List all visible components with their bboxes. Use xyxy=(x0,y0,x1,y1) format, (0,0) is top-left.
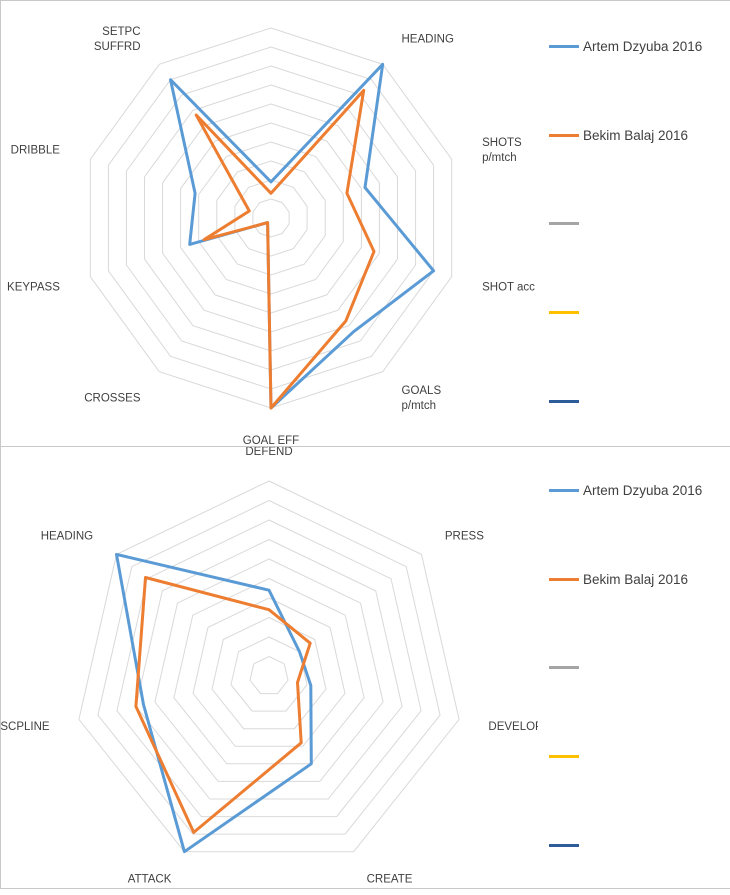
data-point-bekim-balaj-2016-keypass xyxy=(203,239,205,241)
axis-label-dribble: DRIBBLE xyxy=(11,144,61,156)
axis-label-crosses: CROSSES xyxy=(84,393,141,405)
data-point-artem-dzyuba-2016-heading xyxy=(116,553,117,555)
data-point-artem-dzyuba-2016-keypass xyxy=(189,243,191,245)
legend-swatch xyxy=(549,310,579,314)
data-point-artem-dzyuba-2016-heading xyxy=(382,63,384,65)
data-point-bekim-balaj-2016-goals-p-mtch xyxy=(345,320,347,322)
grid-ring-1 xyxy=(252,198,290,238)
data-point-bekim-balaj-2016-dscpline xyxy=(135,705,137,707)
data-point-bekim-balaj-2016-heading xyxy=(363,89,365,91)
data-point-bekim-balaj-2016-create xyxy=(300,742,302,744)
grid-ring-4 xyxy=(192,597,346,747)
axis-label-goal-eff: GOAL EFF xyxy=(243,435,299,447)
grid-ring-1 xyxy=(249,655,289,695)
data-point-bekim-balaj-2016-develop xyxy=(297,682,298,683)
legend-bottom: Artem Dzyuba 2016 Bekim Balaj 2016 xyxy=(538,446,730,889)
legend-item-3 xyxy=(549,657,579,677)
legend-label: Artem Dzyuba 2016 xyxy=(583,482,703,498)
data-point-bekim-balaj-2016-heading xyxy=(145,577,146,578)
data-point-bekim-balaj-2016-def-acty xyxy=(270,192,272,194)
legend-swatch xyxy=(549,44,579,48)
data-point-bekim-balaj-2016-crosses xyxy=(267,222,269,224)
data-point-artem-dzyuba-2016-dribble xyxy=(194,192,196,194)
legend-item-4 xyxy=(549,302,579,322)
axis-label-setpc-suffrd: SETPC SUFFRD xyxy=(94,26,141,53)
grid-ring-9 xyxy=(97,499,441,835)
grid-ring-8 xyxy=(116,519,422,818)
legend-swatch xyxy=(549,843,579,847)
axis-label-keypass: KEYPASS xyxy=(7,282,60,294)
grid-ring-6 xyxy=(162,103,380,333)
data-point-artem-dzyuba-2016-shots-p-mtch xyxy=(364,187,366,188)
data-point-artem-dzyuba-2016-defend xyxy=(268,589,270,591)
axis-label-def-acty: DEF ACTY xyxy=(243,1,300,3)
data-point-bekim-balaj-2016-attack xyxy=(193,831,195,833)
data-point-artem-dzyuba-2016-develop xyxy=(310,685,312,686)
data-point-bekim-balaj-2016-goal-eff xyxy=(270,407,272,409)
axis-label-dscpline: DSCPLINE xyxy=(1,721,50,733)
grid-ring-3 xyxy=(216,160,326,276)
axis-label-goals-p-mtch: GOALS p/mtch xyxy=(402,385,442,412)
grid-ring-10 xyxy=(78,480,460,853)
data-point-artem-dzyuba-2016-goals-p-mtch xyxy=(353,331,355,333)
legend-item-5 xyxy=(549,835,579,855)
grid-ring-5 xyxy=(180,122,362,314)
grid-ring-6 xyxy=(154,558,384,782)
data-point-bekim-balaj-2016-dribble xyxy=(248,210,250,212)
data-point-artem-dzyuba-2016-setpc-suffrd xyxy=(170,79,171,81)
legend-item-artem-dzyuba-2016: Artem Dzyuba 2016 xyxy=(549,480,702,500)
data-point-artem-dzyuba-2016-create xyxy=(310,763,312,765)
grid-ring-3 xyxy=(211,616,327,730)
data-point-artem-dzyuba-2016-press xyxy=(299,651,300,653)
axis-label-heading: HEADING xyxy=(41,531,93,543)
axis-label-create: CREATE xyxy=(367,874,413,886)
legend-label: Bekim Balaj 2016 xyxy=(583,127,689,143)
axis-label-press: PRESS xyxy=(445,531,484,543)
grid-ring-5 xyxy=(173,577,365,765)
legend-top: Artem Dzyuba 2016 Bekim Balaj 2016 xyxy=(538,0,730,447)
legend-item-artem-dzyuba-2016: Artem Dzyuba 2016 xyxy=(549,36,702,56)
radar-chart-bottom: DEFEND PRESS DEVELOP CREATE ATTACK DSCPLINE HE… xyxy=(0,446,543,886)
axis-label-attack: ATTACK xyxy=(128,874,172,886)
grid-ring-8 xyxy=(125,65,417,371)
legend-item-3 xyxy=(549,213,579,233)
legend-swatch xyxy=(549,754,579,758)
legend-swatch xyxy=(549,133,579,137)
grid-ring-2 xyxy=(234,179,308,257)
grid-ring-4 xyxy=(198,141,344,295)
axis-label-shot-acc: SHOT acc xyxy=(482,282,535,294)
data-point-bekim-balaj-2016-defend xyxy=(268,609,270,611)
data-point-artem-dzyuba-2016-dscpline xyxy=(143,704,144,706)
axis-label-heading: HEADING xyxy=(402,33,454,45)
legend-item-bekim-balaj-2016: Bekim Balaj 2016 xyxy=(549,125,688,145)
chart-panel-bottom: DEFEND PRESS DEVELOP CREATE ATTACK DSCPLINE HE… xyxy=(0,446,543,889)
legend-label: Artem Dzyuba 2016 xyxy=(583,38,703,54)
data-point-bekim-balaj-2016-shot-acc xyxy=(373,251,375,252)
legend-item-5 xyxy=(549,391,579,411)
series-line-bekim-balaj-2016 xyxy=(134,576,312,834)
legend-swatch xyxy=(549,577,579,581)
legend-swatch xyxy=(549,399,579,403)
data-point-artem-dzyuba-2016-def-acty xyxy=(270,181,272,183)
grid-ring-2 xyxy=(230,636,308,712)
legend-swatch xyxy=(549,665,579,669)
legend-swatch xyxy=(549,221,579,225)
axis-label-defend: DEFEND xyxy=(245,447,292,458)
legend-item-4 xyxy=(549,746,579,766)
axis-label-shots-p-mtch: SHOTS p/mtch xyxy=(482,137,522,164)
legend-label: Bekim Balaj 2016 xyxy=(583,571,689,587)
data-point-artem-dzyuba-2016-attack xyxy=(183,851,185,853)
legend-item-bekim-balaj-2016: Bekim Balaj 2016 xyxy=(549,569,688,589)
series-line-artem-dzyuba-2016 xyxy=(115,552,313,854)
data-point-bekim-balaj-2016-setpc-suffrd xyxy=(195,114,197,116)
grid-ring-7 xyxy=(135,538,403,800)
data-point-bekim-balaj-2016-shots-p-mtch xyxy=(346,192,348,194)
data-point-bekim-balaj-2016-press xyxy=(309,642,311,644)
data-point-artem-dzyuba-2016-shot-acc xyxy=(433,270,435,272)
axis-label-develop: DEVELOP xyxy=(488,721,540,733)
legend-swatch xyxy=(549,488,579,492)
